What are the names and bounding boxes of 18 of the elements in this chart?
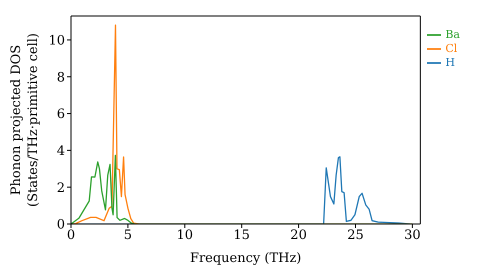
legend-label: Ba: [445, 28, 460, 41]
y-tick-label: 0: [56, 218, 65, 233]
x-tick-label: 15: [233, 228, 250, 244]
y-tick-label: 10: [48, 34, 65, 49]
y-tick-label: 6: [56, 107, 65, 122]
x-tick-label: 10: [176, 228, 194, 244]
legend-label: H: [445, 56, 455, 70]
y-tick-label: 8: [56, 70, 65, 86]
x-tick-label: 30: [404, 228, 421, 244]
y-axis-title: Phonon projected DOS (States/THz·primitive cell): [9, 32, 41, 208]
legend-label: Cl: [445, 42, 458, 56]
x-tick-label: 5: [124, 228, 132, 244]
y-tick-label: 2: [56, 180, 65, 196]
x-tick-label: 25: [347, 228, 364, 244]
x-tick-label: 20: [290, 228, 307, 244]
y-tick-label: 4: [56, 144, 65, 159]
x-tick-label: 0: [66, 228, 76, 244]
x-axis-title: Frequency (THz): [190, 251, 302, 266]
